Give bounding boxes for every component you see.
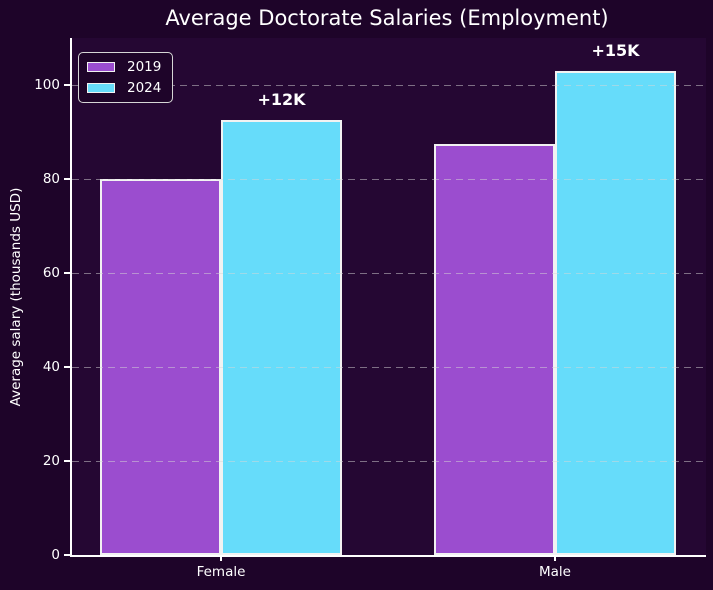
y-tick-mark-0 <box>64 554 70 556</box>
y-tick-mark-60 <box>64 272 70 274</box>
bar-2024-male <box>555 70 676 555</box>
x-tick-label-male: Male <box>539 564 571 580</box>
y-tick-label-40: 40 <box>42 359 60 375</box>
legend: 2019 2024 <box>78 52 174 103</box>
chart-title: Average Doctorate Salaries (Employment) <box>165 6 609 30</box>
legend-label-2024: 2024 <box>127 80 162 96</box>
legend-swatch-2024 <box>87 83 115 93</box>
y-tick-label-60: 60 <box>42 265 60 281</box>
x-tick-label-female: Female <box>196 564 246 580</box>
legend-label-2019: 2019 <box>127 59 162 75</box>
y-tick-label-80: 80 <box>42 171 60 187</box>
bar-2019-female <box>100 179 221 555</box>
y-tick-label-0: 0 <box>51 547 60 563</box>
y-tick-label-100: 100 <box>34 77 60 93</box>
bar-2019-male <box>434 143 555 555</box>
annotation-female: +12K <box>257 90 306 110</box>
x-tick-mark-male <box>554 557 556 561</box>
legend-row-2024: 2024 <box>87 81 161 95</box>
annotation-male: +15K <box>591 40 640 60</box>
legend-row-2019: 2019 <box>87 60 161 74</box>
bar-2024-female <box>221 120 342 555</box>
y-tick-mark-100 <box>64 84 70 86</box>
x-tick-mark-female <box>220 557 222 561</box>
y-tick-mark-80 <box>64 178 70 180</box>
y-tick-mark-40 <box>64 366 70 368</box>
y-tick-mark-20 <box>64 460 70 462</box>
y-tick-label-20: 20 <box>42 453 60 469</box>
plot-area: 2019 2024 +12K +15K <box>70 38 706 557</box>
legend-swatch-2019 <box>87 62 115 72</box>
